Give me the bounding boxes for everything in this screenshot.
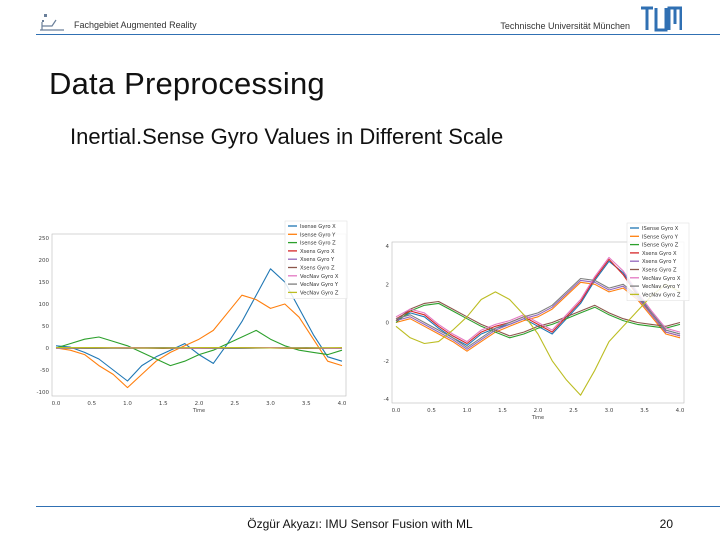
ar-chair-logo-icon	[40, 14, 64, 31]
legend-label: Xsens Gyro Y	[642, 259, 677, 265]
y-tick-label: 0	[46, 346, 50, 352]
y-tick-label: 100	[39, 302, 50, 308]
legend-label: Isense Gyro Z	[300, 241, 336, 247]
footer-author: Özgür Akyazı: IMU Sensor Fusion with ML	[247, 517, 473, 531]
x-axis-label: Time	[531, 415, 544, 421]
x-tick-label: 3.0	[266, 401, 275, 407]
plot-frame	[391, 241, 685, 404]
y-tick-label: -50	[40, 368, 49, 374]
x-tick-label: 2.0	[534, 408, 543, 414]
x-tick-label: 1.0	[463, 408, 472, 414]
x-tick-label: 1.5	[159, 401, 168, 407]
x-tick-label: 3.5	[640, 408, 649, 414]
x-axis-label: Time	[192, 408, 205, 414]
legend-label: Xsens Gyro Z	[642, 268, 677, 274]
header-university: Technische Universität München	[500, 21, 630, 31]
footer-divider	[36, 506, 720, 507]
legend-label: Isense Gyro X	[300, 224, 336, 230]
x-tick-label: 3.5	[302, 401, 311, 407]
y-tick-label: 50	[42, 324, 49, 330]
series-line	[55, 294, 343, 389]
series-line	[395, 302, 681, 339]
y-tick-label: 200	[39, 258, 50, 264]
x-tick-label: 2.0	[195, 401, 204, 407]
legend-label: Xsens Gyro Z	[300, 266, 335, 272]
x-tick-label: 0.5	[87, 401, 96, 407]
y-tick-label: -4	[384, 397, 390, 403]
legend-label: ISense Gyro Y	[642, 234, 679, 240]
plot-frame	[51, 233, 347, 397]
legend-label: VecNav Gyro X	[300, 274, 339, 280]
x-tick-label: 4.0	[676, 408, 685, 414]
x-tick-label: 4.0	[338, 401, 347, 407]
series-line	[395, 283, 681, 396]
x-tick-label: 0.5	[427, 408, 436, 414]
gyro-chart-normalized-scale: 4 2 0 -2 -40.0 0.5 1.0 1.5 2.0 2.5 3.0 3.5 4.0 Time IS…	[384, 222, 690, 421]
legend-label: VecNav Gyro X	[642, 276, 681, 282]
slide-title: Data Preprocessing	[49, 66, 325, 101]
x-tick-label: 3.0	[605, 408, 614, 414]
page-number: 20	[659, 517, 673, 531]
x-tick-label: 2.5	[569, 408, 578, 414]
legend-label: VecNav Gyro Y	[642, 284, 681, 290]
y-tick-label: -100	[37, 390, 50, 396]
legend-label: Xsens Gyro Y	[300, 257, 335, 263]
tum-logo-icon	[641, 6, 682, 32]
y-tick-label: 250	[39, 236, 50, 242]
legend-label: ISense Gyro Z	[642, 243, 679, 249]
legend-label: VecNav Gyro Z	[300, 290, 339, 296]
y-tick-label: 150	[39, 280, 50, 286]
y-tick-label: 0	[386, 321, 390, 327]
legend-label: ISense Gyro X	[642, 226, 679, 232]
legend-label: VecNav Gyro Z	[642, 292, 681, 298]
y-tick-label: -2	[384, 359, 389, 365]
x-tick-label: 2.5	[230, 401, 239, 407]
slide-subtitle: Inertial.Sense Gyro Values in Different …	[70, 124, 504, 149]
y-tick-label: 2	[386, 282, 390, 288]
x-tick-label: 0.0	[392, 408, 401, 414]
legend-box	[284, 220, 348, 299]
legend-label: Xsens Gyro X	[642, 251, 677, 257]
legend-label: Isense Gyro Y	[300, 232, 336, 238]
y-tick-label: 4	[386, 244, 390, 250]
x-tick-label: 1.5	[498, 408, 507, 414]
header-divider	[36, 34, 720, 35]
x-tick-label: 0.0	[52, 401, 61, 407]
x-tick-label: 1.0	[123, 401, 132, 407]
legend-label: VecNav Gyro Y	[300, 282, 339, 288]
legend-label: Xsens Gyro X	[300, 249, 335, 255]
header-department: Fachgebiet Augmented Reality	[74, 20, 197, 30]
series-line	[395, 300, 681, 337]
